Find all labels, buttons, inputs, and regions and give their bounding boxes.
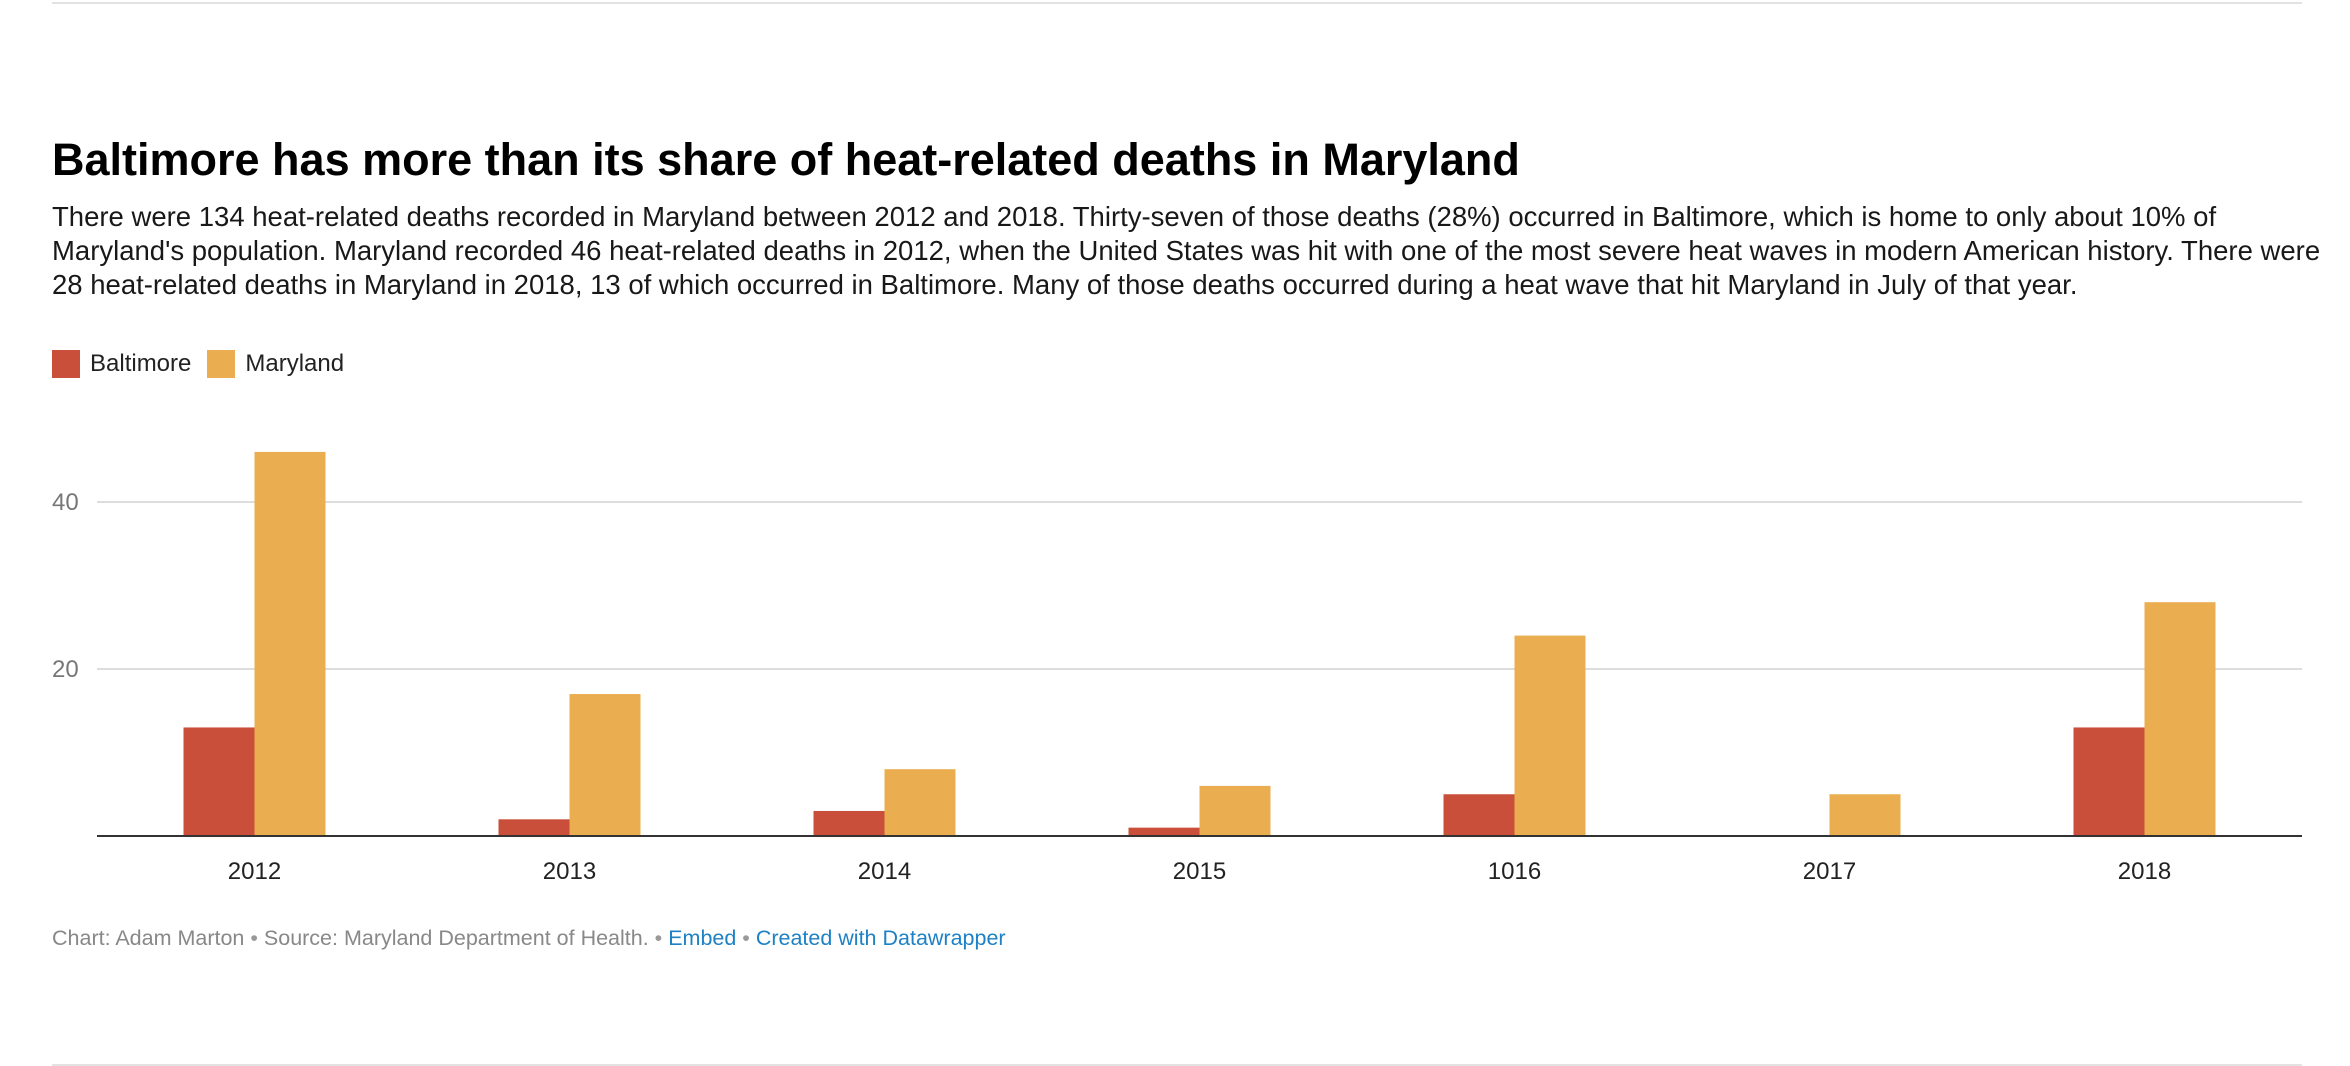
chart-title: Baltimore has more than its share of hea… <box>52 134 1520 185</box>
legend-swatch-baltimore <box>52 350 80 378</box>
bar-maryland-2015 <box>1199 785 1271 836</box>
legend-item-baltimore: Baltimore <box>52 350 191 378</box>
y-tick-label: 20 <box>52 656 79 683</box>
bar-maryland-2012 <box>254 451 326 836</box>
footer-separator: • <box>250 926 258 950</box>
x-tick-label: 2013 <box>543 858 596 885</box>
bar-chart: 20 40 2012 2013 2014 2015 1016 2017 2018 <box>52 451 2302 885</box>
embed-link[interactable]: Embed <box>668 926 737 950</box>
bar-baltimore-2018 <box>2073 727 2145 836</box>
source-note: Source: Maryland Department of Health. <box>263 926 649 950</box>
byline: Chart: Adam Marton <box>52 926 245 950</box>
footer-separator: • <box>654 926 663 950</box>
bar-baltimore-2013 <box>498 819 570 836</box>
bar-maryland-2013 <box>569 694 641 836</box>
x-tick-label: 2014 <box>858 858 911 885</box>
x-tick-label: 2015 <box>1173 858 1226 885</box>
bar-maryland-2018 <box>2144 602 2216 836</box>
legend-item-maryland: Maryland <box>207 350 344 378</box>
legend-swatch-maryland <box>207 350 236 378</box>
x-tick-label: 1016 <box>1488 858 1541 885</box>
bar-baltimore-2015 <box>1128 827 1200 836</box>
chart-footer: Chart: Adam Marton • Source: Maryland De… <box>52 926 1006 951</box>
bar-maryland-1016 <box>1514 635 1586 836</box>
bar-maryland-2014 <box>884 769 956 836</box>
bar-maryland-2017 <box>1829 794 1901 836</box>
legend: Baltimore Maryland <box>52 349 360 379</box>
x-tick-label: 2012 <box>228 858 281 885</box>
bar-baltimore-2014 <box>813 810 885 836</box>
legend-label-maryland: Maryland <box>245 350 345 377</box>
x-tick-label: 2018 <box>2118 858 2171 885</box>
top-divider <box>52 2 2302 4</box>
chart-description: There were 134 heat-related deaths recor… <box>52 201 2321 300</box>
legend-label-baltimore: Baltimore <box>90 350 192 377</box>
x-tick-label: 2017 <box>1803 858 1856 885</box>
bar-baltimore-2012 <box>183 727 255 836</box>
bar-baltimore-1016 <box>1443 794 1515 836</box>
y-tick-label: 40 <box>52 489 79 516</box>
footer-separator: • <box>742 926 750 950</box>
datawrapper-credit-link[interactable]: Created with Datawrapper <box>755 926 1006 950</box>
